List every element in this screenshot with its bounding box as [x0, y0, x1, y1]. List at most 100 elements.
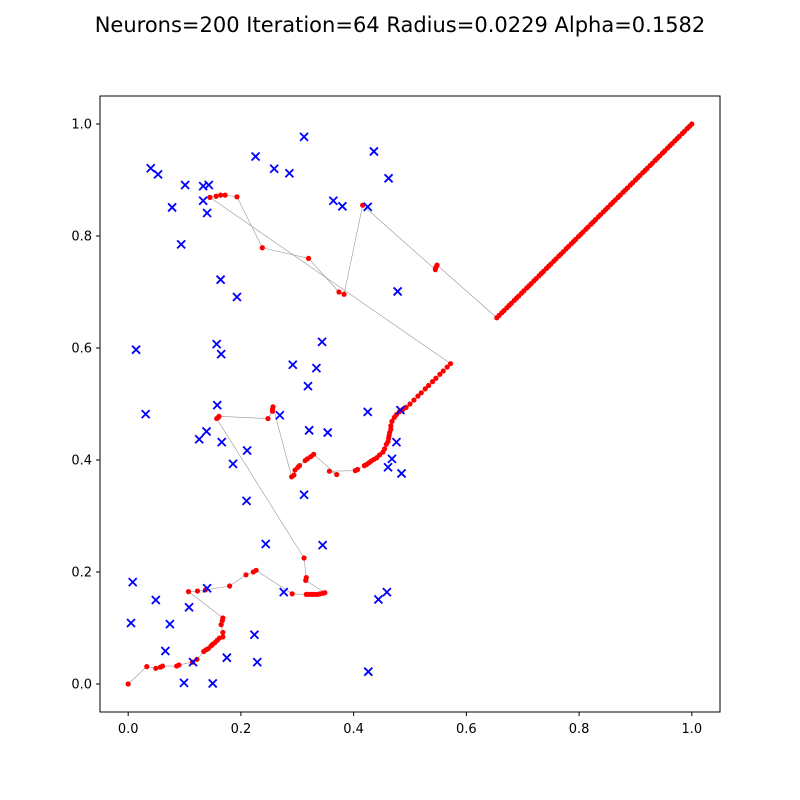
neuron-link — [362, 204, 436, 270]
neuron-point — [437, 371, 443, 377]
neuron-point — [429, 379, 436, 385]
sample-marker — [160, 646, 171, 656]
sample-marker-stroke — [131, 345, 141, 355]
sample-marker — [369, 146, 379, 157]
sample-marker — [328, 196, 338, 206]
neuron-point — [391, 414, 397, 421]
sample-marker — [279, 587, 289, 597]
sample-marker — [184, 602, 194, 612]
neuron-point — [305, 255, 312, 261]
sample-marker — [153, 169, 163, 180]
sample-marker-stroke — [241, 496, 252, 506]
sample-marker — [387, 454, 397, 464]
sample-marker — [299, 132, 309, 142]
neuron-link — [205, 585, 230, 591]
sample-marker — [392, 286, 403, 297]
neuron-link — [209, 197, 451, 364]
sample-marker — [363, 667, 373, 677]
neuron-point — [194, 588, 201, 594]
sample-points — [126, 132, 407, 689]
sample-marker — [284, 168, 295, 178]
sample-marker-stroke — [328, 196, 338, 206]
neuron-point — [213, 193, 219, 199]
sample-marker-stroke — [396, 468, 407, 479]
y-tick-label: 1.0 — [71, 118, 92, 133]
neuron-point — [389, 418, 395, 424]
sample-marker — [288, 360, 298, 370]
sample-marker-stroke — [304, 425, 314, 435]
sample-marker — [303, 381, 313, 391]
neuron-point — [219, 618, 225, 624]
neuron-point — [250, 569, 256, 575]
neuron-point — [157, 664, 163, 670]
neuron-point — [433, 375, 439, 381]
neuron-point — [383, 441, 389, 447]
neuron-point — [301, 555, 307, 561]
sample-marker-stroke — [202, 208, 212, 218]
sample-marker-stroke — [303, 381, 313, 391]
sample-marker-stroke — [217, 437, 227, 447]
sample-marker-stroke — [249, 630, 260, 640]
x-tick-label: 0.2 — [231, 722, 252, 737]
neuron-link — [236, 196, 263, 248]
sample-marker — [151, 595, 161, 605]
sample-marker — [395, 405, 406, 415]
neuron-point — [289, 591, 295, 597]
y-tick-label: 0.0 — [71, 678, 92, 693]
sample-marker — [141, 409, 151, 419]
sample-marker-stroke — [194, 434, 204, 444]
sample-marker-stroke — [184, 602, 194, 612]
sample-marker — [304, 425, 314, 435]
sample-marker — [212, 339, 222, 349]
sample-marker — [222, 653, 232, 663]
sample-marker-stroke — [180, 180, 190, 190]
sample-marker — [217, 437, 227, 447]
sample-marker — [198, 196, 208, 206]
sample-marker — [215, 275, 226, 285]
sample-marker — [383, 173, 394, 183]
sample-marker — [242, 445, 252, 456]
neuron-point — [334, 471, 340, 478]
sample-marker-stroke — [363, 667, 373, 677]
x-tick-label: 0.0 — [118, 722, 139, 737]
neuron-point — [415, 393, 421, 399]
sample-marker — [382, 587, 392, 597]
x-tick-label: 0.6 — [456, 722, 477, 737]
neuron-link — [216, 418, 305, 559]
y-tick-label: 0.6 — [71, 342, 92, 357]
sample-marker — [194, 434, 204, 444]
neuron-point — [494, 315, 500, 321]
sample-marker-stroke — [232, 292, 242, 302]
sample-marker — [250, 151, 261, 162]
neuron-point — [407, 401, 413, 407]
x-axis: 0.0 0.2 0.4 0.6 0.8 1.0 — [118, 712, 702, 737]
y-tick-label: 0.2 — [71, 566, 92, 581]
sample-marker-stroke — [299, 132, 309, 142]
sample-marker — [396, 468, 407, 479]
neuron-point — [259, 245, 265, 251]
sample-marker-stroke — [317, 540, 328, 550]
neuron-link — [127, 666, 147, 685]
sample-marker — [179, 678, 189, 688]
sample-marker — [232, 292, 242, 302]
sample-marker — [202, 583, 212, 593]
neuron-point — [214, 415, 220, 422]
neuron-point — [234, 194, 240, 200]
sample-marker-stroke — [128, 577, 138, 587]
sample-marker-stroke — [250, 151, 261, 162]
neuron-point — [447, 361, 454, 367]
neuron-link — [303, 557, 307, 578]
sample-marker — [128, 577, 138, 587]
neuron-link — [305, 580, 326, 593]
x-tick-label: 0.4 — [343, 722, 364, 737]
neuron-point — [361, 463, 367, 469]
sample-marker — [216, 349, 226, 359]
neuron-link — [218, 416, 268, 419]
sample-marker-stroke — [202, 583, 212, 593]
neuron-point — [292, 467, 298, 473]
sample-marker — [241, 496, 252, 506]
neuron-link — [313, 454, 337, 475]
chart-title: Neurons=200 Iteration=64 Radius=0.0229 A… — [95, 13, 706, 37]
neuron-link — [188, 591, 224, 619]
sample-marker-stroke — [204, 180, 214, 190]
